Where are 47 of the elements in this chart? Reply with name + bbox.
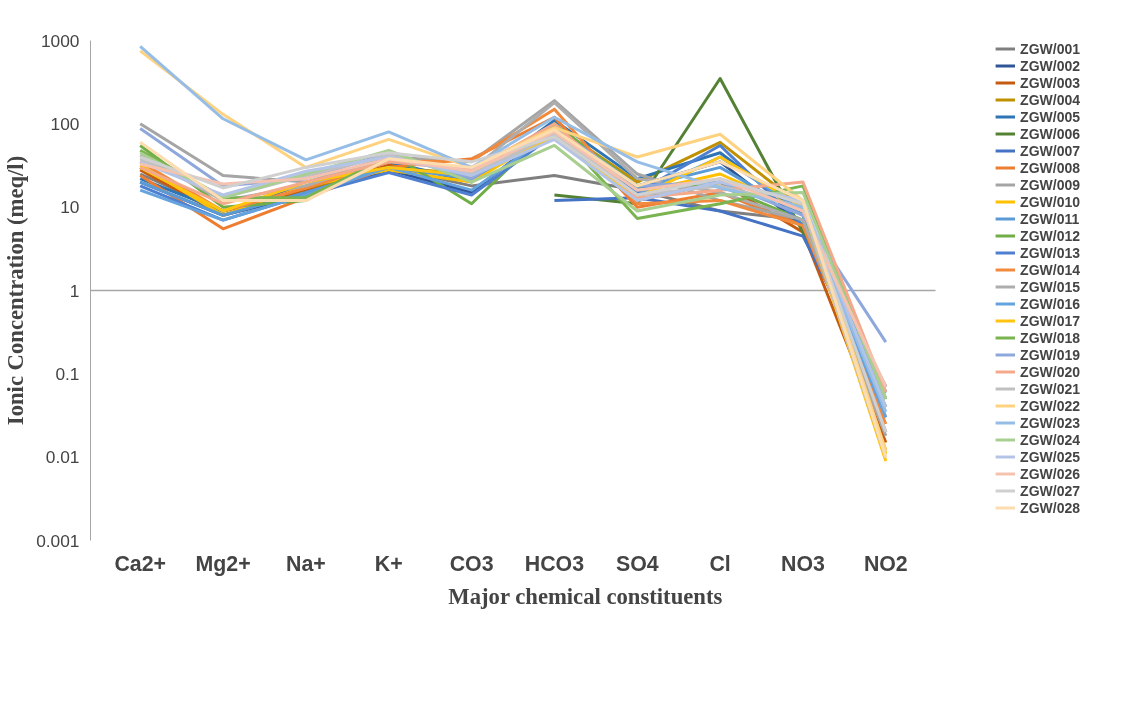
legend-label: ZGW/010 <box>1020 193 1080 210</box>
legend-label: ZGW/026 <box>1020 465 1080 482</box>
x-tick-label: NO2 <box>863 551 908 576</box>
legend-label: ZGW/021 <box>1020 380 1080 397</box>
legend-label: ZGW/027 <box>1020 482 1080 499</box>
legend-label: ZGW/002 <box>1020 57 1080 74</box>
y-tick-label: 0.001 <box>36 530 80 551</box>
legend-label: ZGW/022 <box>1020 397 1080 414</box>
x-axis-title: Major chemical constituents <box>448 583 723 609</box>
y-tick-label: 0.1 <box>55 363 80 384</box>
x-tick-label: K+ <box>374 551 403 576</box>
y-tick-label: 1000 <box>40 30 80 51</box>
x-tick-label: NO3 <box>781 551 826 576</box>
legend-label: ZGW/016 <box>1020 295 1080 312</box>
legend-label: ZGW/024 <box>1020 431 1080 448</box>
legend-label: ZGW/009 <box>1020 176 1080 193</box>
legend-label: ZGW/014 <box>1020 261 1080 278</box>
legend-label: ZGW/015 <box>1020 278 1080 295</box>
legend-label: ZGW/007 <box>1020 142 1080 159</box>
legend-label: ZGW/028 <box>1020 499 1080 516</box>
legend-label: ZGW/013 <box>1020 244 1080 261</box>
legend-label: ZGW/006 <box>1020 125 1080 142</box>
legend-label: ZGW/003 <box>1020 74 1080 91</box>
x-tick-label: SO4 <box>615 551 659 576</box>
legend-label: ZGW/018 <box>1020 329 1080 346</box>
y-tick-label: 100 <box>50 113 80 134</box>
y-tick-label: 10 <box>60 197 80 218</box>
legend-label: ZGW/011 <box>1020 210 1080 227</box>
y-axis-title: Ionic Concentration (meq/l) <box>3 155 29 426</box>
x-tick-label: Na+ <box>286 551 326 576</box>
x-tick-label: Mg2+ <box>195 551 251 576</box>
legend-label: ZGW/012 <box>1020 227 1080 244</box>
x-tick-label: HCO3 <box>524 551 585 576</box>
legend-label: ZGW/005 <box>1020 108 1080 125</box>
x-tick-label: Cl <box>709 551 731 576</box>
legend-label: ZGW/004 <box>1020 91 1080 108</box>
legend-label: ZGW/019 <box>1020 346 1080 363</box>
legend-label: ZGW/020 <box>1020 363 1080 380</box>
legend-label: ZGW/001 <box>1020 40 1080 57</box>
legend-label: ZGW/025 <box>1020 448 1080 465</box>
y-tick-label: 1 <box>69 280 80 301</box>
legend-label: ZGW/008 <box>1020 159 1080 176</box>
legend-label: ZGW/023 <box>1020 414 1080 431</box>
x-tick-label: Ca2+ <box>114 551 167 576</box>
x-tick-label: CO3 <box>449 551 494 576</box>
legend-label: ZGW/017 <box>1020 312 1080 329</box>
y-tick-label: 0.01 <box>45 447 80 468</box>
